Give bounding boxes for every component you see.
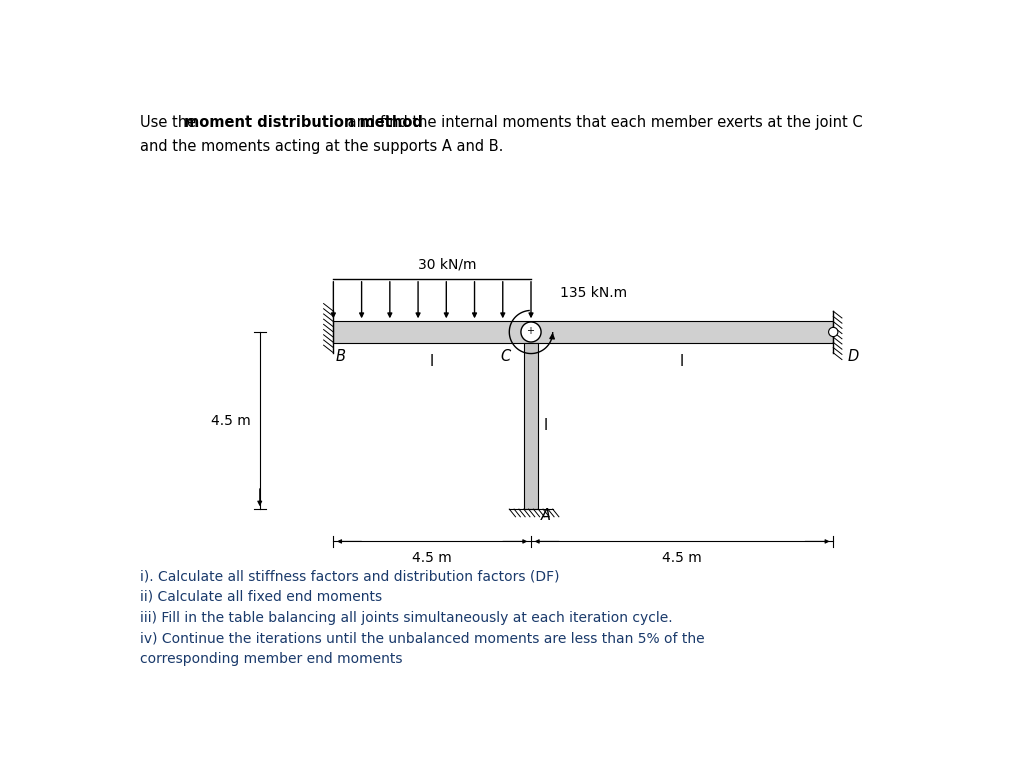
Text: C: C — [501, 349, 511, 364]
Text: moment distribution method: moment distribution method — [183, 115, 423, 130]
Text: and find the internal moments that each member exerts at the joint C: and find the internal moments that each … — [343, 115, 862, 130]
Text: +: + — [526, 326, 535, 336]
Text: 4.5 m: 4.5 m — [413, 550, 452, 564]
Text: I: I — [680, 355, 684, 369]
Text: i). Calculate all stiffness factors and distribution factors (DF): i). Calculate all stiffness factors and … — [139, 569, 559, 583]
Text: Use the: Use the — [139, 115, 201, 130]
Text: and the moments acting at the supports A and B.: and the moments acting at the supports A… — [139, 139, 503, 153]
Text: iii) Fill in the table balancing all joints simultaneously at each iteration cyc: iii) Fill in the table balancing all joi… — [139, 611, 672, 625]
Text: D: D — [848, 349, 859, 364]
Polygon shape — [334, 322, 834, 343]
Text: 4.5 m: 4.5 m — [663, 550, 702, 564]
Text: I: I — [544, 419, 548, 433]
Text: iv) Continue the iterations until the unbalanced moments are less than 5% of the: iv) Continue the iterations until the un… — [139, 631, 705, 645]
Text: B: B — [336, 349, 346, 364]
Text: A: A — [541, 507, 550, 523]
Text: ii) Calculate all fixed end moments: ii) Calculate all fixed end moments — [139, 590, 382, 604]
Text: corresponding member end moments: corresponding member end moments — [139, 652, 402, 666]
Polygon shape — [524, 343, 538, 509]
Text: I: I — [430, 355, 434, 369]
Text: 4.5 m: 4.5 m — [211, 413, 251, 428]
Circle shape — [828, 328, 838, 337]
Text: 135 kN.m: 135 kN.m — [560, 285, 628, 300]
Circle shape — [521, 322, 541, 342]
Text: 30 kN/m: 30 kN/m — [419, 258, 477, 271]
